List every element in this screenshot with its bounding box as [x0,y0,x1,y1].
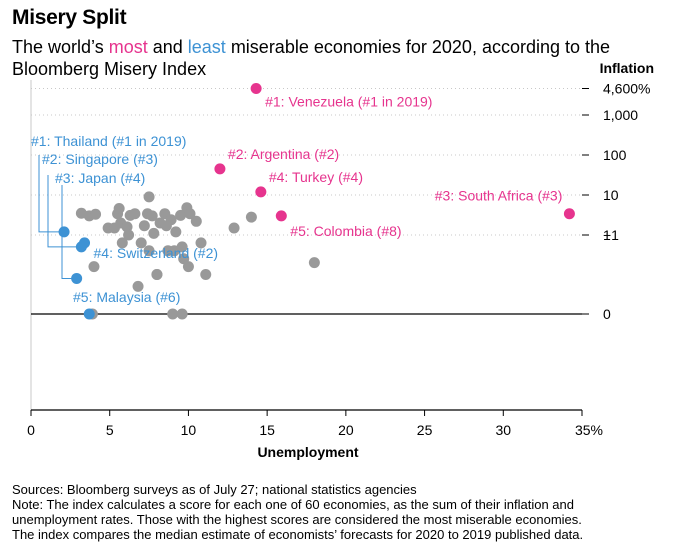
x-tick-label: 15 [259,422,275,438]
other-economy-point [135,237,147,249]
most-miserable-point [250,82,262,94]
most-miserable-label: #5: Colombia (#8) [290,223,401,239]
other-economy-point [184,208,196,220]
subtitle-least: least [187,37,226,57]
other-economy-point [88,261,100,273]
y-tick-label: −1 [603,227,619,243]
other-economy-point [143,191,155,203]
most-miserable-point [563,208,575,220]
least-miserable-label: #2: Singapore (#3) [42,151,158,167]
other-economy-point [167,308,179,320]
other-economy-point [178,253,190,265]
x-tick-label: 25 [417,422,433,438]
least-miserable-label: #4: Switzerland (#2) [94,245,219,261]
other-economy-point [90,208,102,220]
chart-subtitle: The world’s most and least miserable eco… [12,36,612,80]
least-miserable-label: #5: Malaysia (#6) [73,289,180,305]
x-tick-label: 35% [575,422,603,438]
x-tick-label: 30 [495,422,511,438]
least-miserable-label: #3: Japan (#4) [55,170,145,186]
other-economy-point [129,208,141,220]
most-miserable-point [214,163,226,175]
y-axis-label: Inflation [600,60,654,76]
other-economy-point [113,202,125,214]
x-tick-label: 0 [27,422,35,438]
other-economy-point [148,227,160,239]
other-economy-point [245,211,257,223]
most-miserable-label: #2: Argentina (#2) [228,146,339,162]
subtitle-part-1: The world’s [12,37,109,57]
least-miserable-point [58,226,70,238]
other-economy-point [195,237,207,249]
other-economy-point [176,241,188,253]
subtitle-part-2: and [147,37,188,57]
other-economy-point [146,210,158,222]
y-tick-label: 100 [603,147,627,163]
point-labels: #1: Venezuela (#1 in 2019) #2: Argentina … [31,93,562,305]
chart-title: Misery Split [12,6,127,29]
other-economy-point [190,215,202,227]
other-economy-point [151,269,163,280]
footnote-note-3: The index compares the median estimate o… [12,527,584,542]
footnote-sources: Sources: Bloomberg surveys as of July 27… [12,482,417,497]
x-tick-label: 10 [181,422,197,438]
most-miserable-label: #3: South Africa (#3) [435,188,563,204]
other-economy-point [228,222,240,234]
most-miserable-label: #4: Turkey (#4) [269,169,363,185]
other-economy-point [143,245,155,257]
least-miserable-leader-line [38,155,65,233]
other-economy-point [170,226,182,238]
x-tick-label: 20 [338,422,354,438]
x-tick-label: 5 [106,422,114,438]
other-economy-point [176,308,188,320]
other-economy-point [308,257,320,269]
other-economy-point [182,261,194,273]
least-miserable-point [79,237,91,249]
other-economy-point [116,237,128,249]
other-economy-point [132,280,144,292]
most-miserable-point [255,186,267,198]
grid-layer [30,80,582,410]
other-economy-point [121,221,133,233]
data-points [58,82,575,320]
footnote-note-1: Note: The index calculates a score for e… [12,497,574,512]
other-economy-point [175,209,187,221]
y-tick-label: 1 [603,227,611,243]
least-miserable-point [83,308,95,320]
least-miserable-leader-line [47,175,82,248]
most-miserable-label: #1: Venezuela (#1 in 2019) [265,93,432,109]
other-economy-point [138,220,150,232]
least-miserable-point [71,272,83,284]
most-miserable-point [275,210,287,222]
other-economy-point [200,269,212,280]
footnotes: Sources: Bloomberg surveys as of July 27… [12,482,672,542]
other-economy-point [165,214,177,226]
y-tick-label: 0 [603,306,611,322]
other-economy-point [123,229,135,241]
y-tick-label: 4,600% [603,80,650,96]
subtitle-most: most [108,37,148,57]
y-tick-label: 10 [603,187,619,203]
y-tick-label: 1,000 [603,107,638,123]
footnote-note-2: unemployment rates. Those with the highe… [12,512,582,527]
subtitle-part-3: miserable economies for 2020, according … [12,37,611,79]
x-axis-label: Unemployment [257,444,358,460]
least-miserable-label: #1: Thailand (#1 in 2019) [31,133,186,149]
